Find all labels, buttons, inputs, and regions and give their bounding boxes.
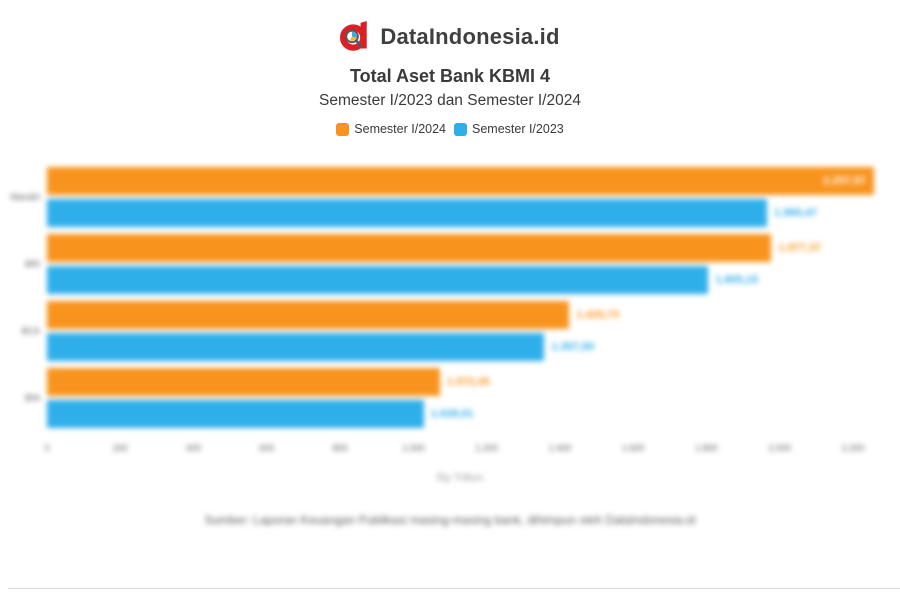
bar-value-label: 1.425,73	[576, 309, 620, 321]
x-axis-tick: 1.800	[695, 443, 718, 453]
bar-bca-2024	[47, 301, 570, 329]
bar-value-label: 1.965,47	[774, 207, 817, 219]
y-axis-label: BCA	[21, 326, 40, 336]
bar-bni-2023	[47, 400, 424, 428]
legend-item-2023: Semester I/2023	[454, 122, 564, 136]
x-axis-tick: 1.000	[402, 443, 425, 453]
x-axis-tick: 1.400	[548, 443, 572, 453]
bar-value-label: 1.357,50	[551, 341, 595, 353]
x-axis-tick: 2.200	[841, 443, 865, 453]
brand-logo-icon	[340, 17, 371, 57]
bar-value-label: 2.257,57	[823, 175, 867, 187]
chart-area: Mandiri 2.257,57 1.965,47 BRI 1.977,37 1.805,…	[0, 160, 900, 540]
brand-name: DataIndonesia.id	[380, 24, 560, 49]
legend-label-2023: Semester I/2023	[472, 122, 564, 136]
page-subtitle: Semester I/2023 dan Semester I/2024	[319, 92, 581, 109]
bar-bni-2024	[47, 368, 440, 396]
header: DataIndonesia.id Total Aset Bank KBMI 4 …	[0, 0, 900, 136]
x-axis-unit-label: Rp Triliun	[436, 472, 484, 484]
page-title: Total Aset Bank KBMI 4	[349, 66, 551, 86]
legend-swatch-2023	[454, 122, 467, 136]
x-axis-tick: 200	[112, 443, 128, 453]
x-axis-tick: 400	[186, 443, 202, 453]
plot-area: Mandiri 2.257,57 1.965,47 BRI 1.977,37 1.805,…	[0, 160, 900, 460]
bar-bca-2023	[47, 333, 545, 361]
x-axis-tick: 600	[259, 443, 275, 453]
x-axis-tick: 800	[332, 443, 348, 453]
y-axis-label: Mandiri	[10, 192, 40, 202]
bar-value-label: 1.072,45	[446, 376, 490, 388]
bar-value-label: 1.977,37	[778, 242, 822, 254]
x-axis-tick: 1.600	[621, 443, 645, 453]
legend-swatch-2024	[336, 122, 350, 136]
bar-bri-2024	[47, 234, 772, 262]
x-axis-tick: 1.200	[475, 443, 498, 453]
y-axis-label: BNI	[24, 393, 40, 403]
bar-value-label: 1.805,15	[715, 274, 759, 286]
x-axis-tick: 2.000	[768, 443, 791, 453]
footer-divider	[8, 588, 900, 589]
legend-label-2024: Semester I/2024	[354, 122, 446, 136]
bar-bri-2023	[47, 266, 709, 294]
source-text: Sumber: Laporan Keuangan Publikasi masin…	[204, 513, 696, 527]
bar-mandiri-2023	[47, 199, 768, 227]
legend: Semester I/2024 Semester I/2023	[0, 122, 900, 136]
brand: DataIndonesia.id	[0, 17, 900, 57]
x-axis-tick: 0	[44, 443, 50, 453]
bar-mandiri-2024	[47, 167, 875, 195]
y-axis-label: BRI	[24, 259, 40, 269]
legend-item-2024: Semester I/2024	[336, 122, 446, 136]
bar-value-label: 1.028,01	[430, 408, 474, 420]
